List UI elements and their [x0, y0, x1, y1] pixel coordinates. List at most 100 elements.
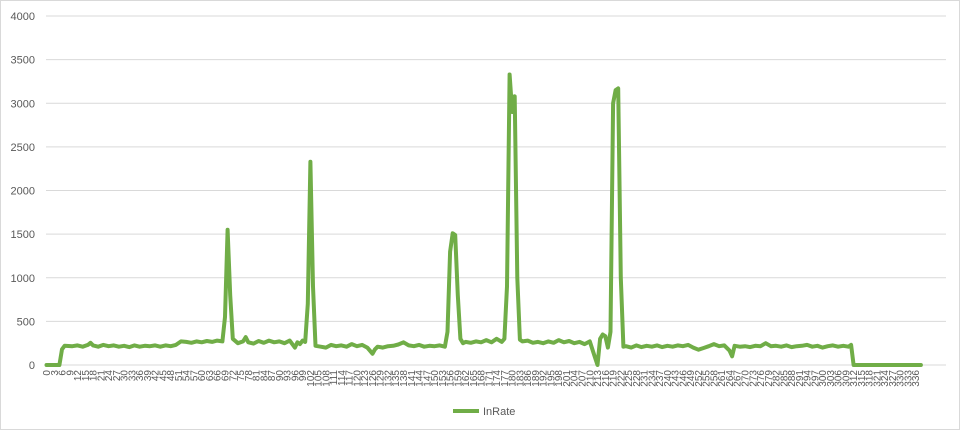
x-tick-label: 213 — [593, 370, 604, 387]
x-tick-label: 309 — [841, 370, 852, 387]
x-tick-label: 15 — [81, 370, 92, 382]
y-tick-label: 2500 — [11, 142, 35, 154]
x-tick-label: 312 — [849, 370, 860, 387]
x-tick-label: 111 — [329, 370, 340, 386]
x-tick-label: 117 — [345, 370, 356, 386]
x-tick-label: 192 — [539, 370, 550, 387]
x-tick-label: 207 — [578, 370, 589, 387]
x-tick-label: 120 — [352, 370, 363, 387]
x-tick-label: 321 — [872, 370, 883, 387]
x-tick-label: 84 — [259, 370, 270, 382]
x-tick-label: 150 — [430, 370, 441, 387]
x-tick-label: 177 — [500, 370, 511, 387]
x-tick-label: 195 — [546, 370, 557, 387]
x-tick-label: 123 — [360, 370, 371, 387]
x-tick-label: 225 — [624, 370, 635, 387]
x-tick-label: 72 — [228, 370, 239, 382]
x-tick-label: 291 — [795, 370, 806, 387]
x-tick-label: 255 — [702, 370, 713, 387]
x-tick-label: 42 — [151, 370, 162, 382]
x-tick-label: 243 — [671, 370, 682, 387]
x-tick-label: 153 — [438, 370, 449, 387]
x-tick-label: 276 — [756, 370, 767, 387]
x-tick-label: 0 — [42, 370, 53, 376]
x-tick-label: 162 — [461, 370, 472, 387]
x-tick-label: 279 — [764, 370, 775, 387]
x-tick-label: 168 — [477, 370, 488, 387]
x-tick-label: 99 — [298, 370, 309, 382]
y-tick-label: 500 — [17, 316, 35, 328]
x-tick-label: 45 — [158, 370, 169, 382]
x-tick-label: 174 — [492, 370, 503, 387]
x-tick-label: 54 — [182, 370, 193, 382]
x-tick-label: 189 — [531, 370, 542, 387]
x-tick-label: 261 — [717, 370, 728, 387]
x-tick-label: 135 — [391, 370, 402, 387]
x-tick-label: 147 — [422, 370, 433, 387]
legend-label-inrate: InRate — [483, 406, 515, 418]
x-tick-label: 327 — [888, 370, 899, 387]
x-tick-label: 333 — [903, 370, 914, 387]
x-tick-label: 228 — [632, 370, 643, 387]
x-tick-label: 96 — [290, 370, 301, 382]
x-tick-label: 66 — [213, 370, 224, 382]
x-tick-label: 201 — [562, 370, 573, 387]
x-tick-label: 237 — [655, 370, 666, 387]
x-tick-label: 33 — [127, 370, 138, 382]
x-tick-label: 90 — [275, 370, 286, 382]
x-tick-label: 303 — [826, 370, 837, 387]
x-tick-label: 75 — [236, 370, 247, 382]
x-tick-label: 210 — [585, 370, 596, 387]
x-tick-label: 324 — [880, 370, 891, 387]
y-axis: 0 500 1000 1500 2000 2500 3000 3500 4000 — [11, 11, 35, 372]
x-tick-label: 198 — [554, 370, 565, 387]
x-tick-label: 81 — [252, 370, 263, 382]
x-tick-label: 252 — [694, 370, 705, 387]
y-tick-label: 3000 — [11, 98, 35, 110]
x-tick-label: 21 — [96, 370, 107, 382]
y-tick-label: 0 — [29, 360, 35, 372]
x-tick-label: 204 — [570, 370, 581, 387]
x-tick-label: 285 — [779, 370, 790, 387]
x-tick-label: 246 — [678, 370, 689, 387]
gridlines — [46, 15, 946, 366]
x-tick-label: 87 — [267, 370, 278, 382]
x-tick-label: 132 — [383, 370, 394, 387]
x-tick-label: 336 — [911, 370, 922, 387]
y-tick-label: 1000 — [11, 273, 35, 285]
x-tick-label: 114 — [337, 370, 348, 386]
x-tick-label: 30 — [120, 370, 131, 382]
x-tick-label: 18 — [89, 370, 100, 382]
y-tick-label: 4000 — [11, 11, 35, 23]
y-tick-label: 1500 — [11, 229, 35, 241]
x-tick-label: 69 — [221, 370, 232, 382]
x-tick-label: 318 — [865, 370, 876, 387]
x-tick-label: 216 — [601, 370, 612, 387]
x-tick-label: 219 — [609, 370, 620, 387]
x-tick-label: 273 — [748, 370, 759, 387]
x-tick-label: 9 — [65, 370, 76, 376]
x-tick-label: 138 — [399, 370, 410, 387]
x-tick-label: 234 — [647, 370, 658, 387]
x-tick-label: 270 — [740, 370, 751, 387]
x-tick-label: 93 — [283, 370, 294, 382]
x-tick-label: 297 — [810, 370, 821, 387]
x-tick-label: 159 — [453, 370, 464, 387]
x-tick-label: 165 — [469, 370, 480, 387]
x-tick-label: 222 — [616, 370, 627, 387]
x-tick-label: 60 — [197, 370, 208, 382]
x-tick-label: 282 — [772, 370, 783, 387]
x-tick-label: 27 — [112, 370, 123, 382]
x-tick-label: 12 — [73, 370, 84, 382]
x-tick-label: 144 — [415, 370, 426, 387]
x-axis: 0369121518212427303336394245485154576063… — [42, 370, 922, 387]
x-tick-label: 306 — [834, 370, 845, 387]
x-tick-label: 180 — [508, 370, 519, 387]
x-tick-label: 267 — [733, 370, 744, 387]
series-line-inrate — [44, 72, 923, 367]
x-tick-label: 51 — [174, 370, 185, 382]
x-tick-label: 129 — [376, 370, 387, 387]
x-tick-label: 6 — [58, 370, 69, 376]
